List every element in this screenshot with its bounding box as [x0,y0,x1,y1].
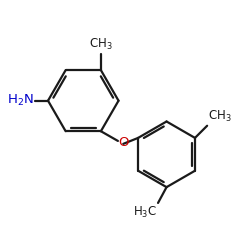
Text: H$_2$N: H$_2$N [6,93,34,108]
Text: H$_3$C: H$_3$C [133,205,157,220]
Text: CH$_3$: CH$_3$ [89,37,113,52]
Text: O: O [118,136,129,149]
Text: CH$_3$: CH$_3$ [208,109,232,124]
